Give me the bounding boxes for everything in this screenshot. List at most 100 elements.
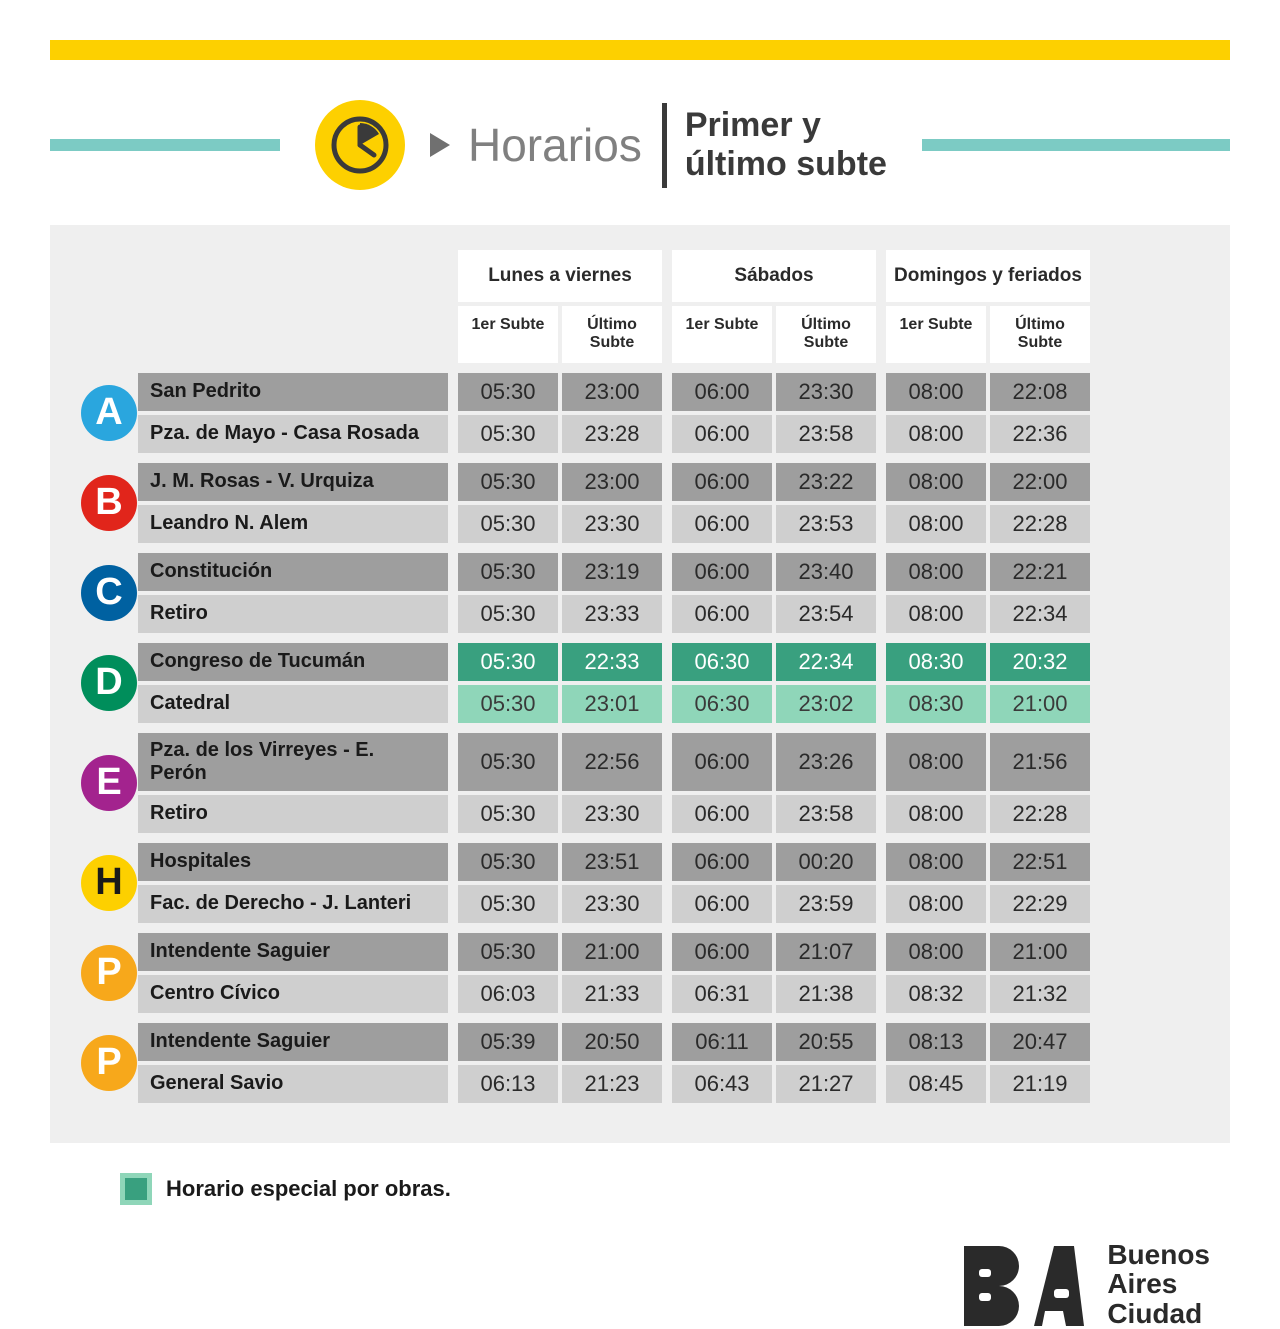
time-cell: 06:00 bbox=[672, 885, 772, 923]
time-cell: 23:00 bbox=[562, 373, 662, 411]
time-cell: 06:03 bbox=[458, 975, 558, 1013]
ba-ciudad-logo: Buenos Aires Ciudad bbox=[959, 1240, 1210, 1328]
time-cell: 22:56 bbox=[562, 733, 662, 791]
line-badge-B: B bbox=[81, 475, 137, 531]
top-yellow-bar bbox=[50, 40, 1230, 60]
time-cell: 08:13 bbox=[886, 1023, 986, 1061]
time-cell: 23:30 bbox=[562, 795, 662, 833]
time-cell: 23:22 bbox=[776, 463, 876, 501]
time-cell: 23:58 bbox=[776, 795, 876, 833]
time-cell: 06:00 bbox=[672, 595, 772, 633]
time-cell: 08:30 bbox=[886, 685, 986, 723]
time-cell: 05:39 bbox=[458, 1023, 558, 1061]
station-name: J. M. Rosas - V. Urquiza bbox=[138, 463, 448, 501]
time-cell: 23:01 bbox=[562, 685, 662, 723]
station-name: Centro Cívico bbox=[138, 975, 448, 1013]
time-cell: 06:00 bbox=[672, 553, 772, 591]
header-last-subte: Último Subte bbox=[990, 306, 1090, 363]
footer-line2: Aires bbox=[1107, 1269, 1210, 1298]
time-cell: 08:00 bbox=[886, 415, 986, 453]
time-cell: 21:56 bbox=[990, 733, 1090, 791]
lines-container: ASan Pedrito05:3023:0006:0023:3008:0022:… bbox=[80, 373, 1200, 1103]
time-cell: 08:00 bbox=[886, 595, 986, 633]
header-first-subte: 1er Subte bbox=[886, 306, 986, 363]
time-cell: 08:00 bbox=[886, 373, 986, 411]
time-cell: 21:33 bbox=[562, 975, 662, 1013]
time-cell: 21:38 bbox=[776, 975, 876, 1013]
line-badge-H: H bbox=[81, 855, 137, 911]
time-cell: 06:30 bbox=[672, 685, 772, 723]
header-first-subte: 1er Subte bbox=[672, 306, 772, 363]
time-cell: 23:28 bbox=[562, 415, 662, 453]
time-cell: 22:21 bbox=[990, 553, 1090, 591]
time-cell: 23:30 bbox=[562, 885, 662, 923]
time-cell: 08:00 bbox=[886, 733, 986, 791]
table-row: General Savio06:1321:2306:4321:2708:4521… bbox=[138, 1065, 1200, 1103]
time-cell: 22:28 bbox=[990, 795, 1090, 833]
time-cell: 21:00 bbox=[990, 685, 1090, 723]
table-row: J. M. Rosas - V. Urquiza05:3023:0006:002… bbox=[138, 463, 1200, 501]
line-badge-C: C bbox=[81, 565, 137, 621]
time-cell: 23:58 bbox=[776, 415, 876, 453]
table-row: Pza. de Mayo - Casa Rosada05:3023:2806:0… bbox=[138, 415, 1200, 453]
time-cell: 22:08 bbox=[990, 373, 1090, 411]
time-cell: 22:36 bbox=[990, 415, 1090, 453]
line-badge-A: A bbox=[81, 385, 137, 441]
table-row: San Pedrito05:3023:0006:0023:3008:0022:0… bbox=[138, 373, 1200, 411]
time-cell: 20:55 bbox=[776, 1023, 876, 1061]
time-cell: 05:30 bbox=[458, 643, 558, 681]
time-cell: 21:27 bbox=[776, 1065, 876, 1103]
time-cell: 23:30 bbox=[562, 505, 662, 543]
subtitle-line2: último subte bbox=[685, 145, 887, 184]
line-block-H: HHospitales05:3023:5106:0000:2008:0022:5… bbox=[80, 843, 1200, 923]
time-cell: 21:32 bbox=[990, 975, 1090, 1013]
table-row: Hospitales05:3023:5106:0000:2008:0022:51 bbox=[138, 843, 1200, 881]
title-main: Horarios bbox=[468, 118, 642, 172]
time-cell: 22:51 bbox=[990, 843, 1090, 881]
time-cell: 22:34 bbox=[776, 643, 876, 681]
time-cell: 08:00 bbox=[886, 505, 986, 543]
header-group-sunday: Domingos y feriados bbox=[886, 250, 1090, 302]
time-cell: 08:00 bbox=[886, 463, 986, 501]
time-cell: 08:00 bbox=[886, 933, 986, 971]
table-row: Congreso de Tucumán05:3022:3306:3022:340… bbox=[138, 643, 1200, 681]
header-day-groups: Lunes a viernes Sábados Domingos y feria… bbox=[80, 250, 1200, 302]
time-cell: 23:59 bbox=[776, 885, 876, 923]
table-row: Constitución05:3023:1906:0023:4008:0022:… bbox=[138, 553, 1200, 591]
time-cell: 05:30 bbox=[458, 373, 558, 411]
footer: Buenos Aires Ciudad bbox=[50, 1240, 1230, 1328]
time-cell: 21:07 bbox=[776, 933, 876, 971]
time-cell: 05:30 bbox=[458, 685, 558, 723]
teal-bar-left bbox=[50, 139, 280, 151]
footer-line3: Ciudad bbox=[1107, 1299, 1210, 1328]
time-cell: 21:00 bbox=[562, 933, 662, 971]
table-row: Centro Cívico06:0321:3306:3121:3808:3221… bbox=[138, 975, 1200, 1013]
time-cell: 06:00 bbox=[672, 843, 772, 881]
station-name: Pza. de Mayo - Casa Rosada bbox=[138, 415, 448, 453]
schedule-table: Lunes a viernes Sábados Domingos y feria… bbox=[50, 225, 1230, 1143]
time-cell: 21:19 bbox=[990, 1065, 1090, 1103]
time-cell: 05:30 bbox=[458, 595, 558, 633]
line-block-C: CConstitución05:3023:1906:0023:4008:0022… bbox=[80, 553, 1200, 633]
time-cell: 21:23 bbox=[562, 1065, 662, 1103]
time-cell: 08:00 bbox=[886, 885, 986, 923]
station-name: Constitución bbox=[138, 553, 448, 591]
table-row: Fac. de Derecho - J. Lanteri05:3023:3006… bbox=[138, 885, 1200, 923]
time-cell: 05:30 bbox=[458, 933, 558, 971]
table-row: Pza. de los Virreyes - E. Perón05:3022:5… bbox=[138, 733, 1200, 791]
line-block-B: BJ. M. Rosas - V. Urquiza05:3023:0006:00… bbox=[80, 463, 1200, 543]
footer-text: Buenos Aires Ciudad bbox=[1107, 1240, 1210, 1328]
station-name: Catedral bbox=[138, 685, 448, 723]
time-cell: 20:32 bbox=[990, 643, 1090, 681]
time-cell: 08:45 bbox=[886, 1065, 986, 1103]
title-divider bbox=[662, 103, 667, 188]
time-cell: 22:00 bbox=[990, 463, 1090, 501]
line-badge-E: E bbox=[81, 755, 137, 811]
time-cell: 23:53 bbox=[776, 505, 876, 543]
time-cell: 23:54 bbox=[776, 595, 876, 633]
subtitle-line1: Primer y bbox=[685, 106, 887, 145]
time-cell: 05:30 bbox=[458, 415, 558, 453]
time-cell: 06:00 bbox=[672, 373, 772, 411]
time-cell: 06:13 bbox=[458, 1065, 558, 1103]
station-name: Hospitales bbox=[138, 843, 448, 881]
